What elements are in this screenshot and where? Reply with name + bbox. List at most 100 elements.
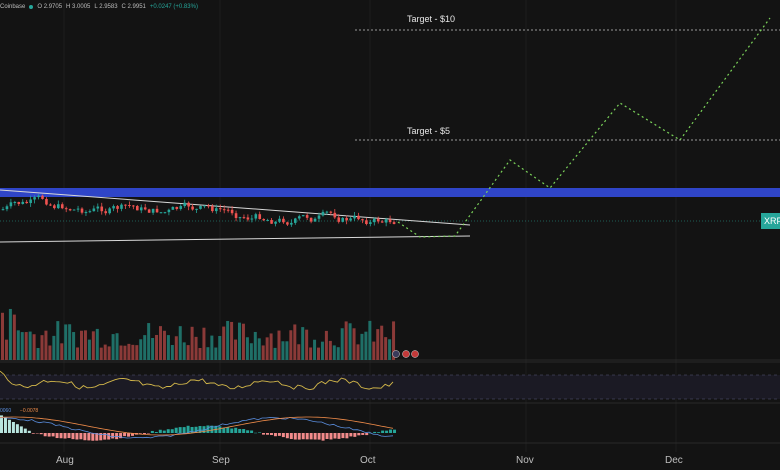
- candle-body: [68, 209, 72, 211]
- price-axis-tag[interactable]: XRP: [761, 213, 780, 229]
- volume-bar: [277, 330, 281, 360]
- macd-histogram-bar: [365, 433, 369, 436]
- volume-bar: [72, 332, 76, 360]
- macd-histogram-bar: [246, 430, 250, 433]
- macd-histogram-bar: [87, 433, 91, 441]
- macd-histogram-bar: [289, 433, 293, 440]
- volume-bar: [226, 320, 230, 360]
- macd-histogram-bar: [186, 425, 190, 433]
- ohlc-change: +0.0247 (+0.83%): [149, 4, 198, 10]
- macd-histogram-bar: [277, 433, 281, 436]
- macd-histogram-bar: [119, 433, 123, 439]
- macd-histogram-bar: [242, 429, 246, 433]
- volume-bar: [174, 336, 178, 360]
- volume-bar: [257, 338, 261, 360]
- macd-histogram-bar: [158, 429, 162, 433]
- volume-bar: [36, 347, 40, 360]
- candle-body: [116, 206, 119, 209]
- macd-histogram-bar: [321, 433, 325, 441]
- candle-body: [207, 205, 210, 207]
- volume-bar: [234, 339, 238, 360]
- macd-histogram-bar: [111, 433, 115, 439]
- macd-histogram-bar: [353, 433, 357, 437]
- volume-bar: [206, 347, 210, 360]
- macd-histogram-bar: [198, 426, 202, 433]
- candle-body: [88, 211, 92, 213]
- month-label-nov: Nov: [516, 455, 534, 466]
- target-10-label: Target - $10: [407, 14, 456, 24]
- event-marker-icon: [402, 350, 410, 358]
- volume-bar: [230, 321, 234, 360]
- candle-body: [60, 204, 64, 209]
- candle-body: [266, 220, 269, 222]
- macd-histogram-bar: [381, 430, 385, 433]
- macd-histogram-bar: [131, 433, 135, 436]
- candle-body: [128, 205, 131, 207]
- ohlc-close: C 2.9951: [121, 4, 146, 10]
- volume-bar: [127, 343, 131, 360]
- volume-bar: [297, 344, 301, 360]
- volume-bar: [68, 324, 72, 360]
- volume-bar: [123, 345, 127, 360]
- macd-histogram-bar: [325, 433, 329, 440]
- macd-histogram-bar: [19, 426, 23, 433]
- volume-bar: [269, 333, 273, 360]
- macd-histogram-bar: [349, 433, 353, 437]
- candle-body: [290, 222, 293, 225]
- macd-histogram-bar: [206, 425, 210, 433]
- volume-bar: [64, 324, 68, 360]
- ohlc-legend: Coinbase O 2.9705 H 3.0005 L 2.9583 C 2.…: [0, 0, 198, 14]
- candle-body: [108, 208, 111, 214]
- candle-body: [305, 215, 309, 218]
- volume-bar: [155, 334, 159, 360]
- macd-histogram-bar: [301, 433, 305, 440]
- candle-body: [270, 220, 273, 224]
- candle-body: [369, 222, 372, 224]
- candle-body: [301, 215, 305, 217]
- volume-bar: [210, 335, 214, 360]
- volume-bar: [293, 324, 297, 360]
- candle-body: [1, 209, 5, 211]
- candle-body: [282, 218, 285, 223]
- volume-bar: [4, 339, 8, 360]
- candle-body: [21, 201, 25, 204]
- volume-bar: [44, 330, 48, 360]
- volume-bar: [166, 335, 170, 360]
- volume-bar: [186, 345, 190, 360]
- event-marker-icon: [411, 350, 419, 358]
- volume-bar: [364, 331, 368, 360]
- candle-body: [218, 208, 222, 210]
- event-marker-icon: [392, 350, 400, 358]
- target-5-label: Target - $5: [407, 126, 451, 136]
- volume-bar: [80, 330, 83, 360]
- volume-bar: [245, 337, 249, 360]
- macd-line: [0, 416, 394, 439]
- volume-bar: [56, 321, 60, 360]
- candle-body: [136, 206, 139, 211]
- macd-histogram-bar: [297, 433, 301, 440]
- macd-histogram-bar: [138, 433, 142, 434]
- candle-body: [238, 217, 242, 219]
- volume-bar: [281, 341, 285, 360]
- candle-body: [9, 202, 13, 207]
- macd-histogram-bar: [345, 433, 349, 439]
- volume-bar: [305, 329, 309, 360]
- candle-body: [226, 209, 230, 211]
- candle-body: [147, 209, 151, 213]
- volume-bar: [336, 347, 340, 360]
- candle-body: [41, 195, 44, 199]
- volume-bar: [143, 335, 147, 360]
- candle-body: [215, 208, 218, 212]
- volume-bar: [16, 330, 20, 360]
- macd-histogram-bar: [190, 427, 194, 433]
- macd-histogram-bar: [309, 433, 313, 440]
- candle-body: [222, 209, 226, 211]
- macd-histogram-bar: [154, 431, 158, 433]
- resistance-band: [0, 188, 780, 197]
- volume-bar: [76, 347, 80, 360]
- macd-histogram-bar: [313, 433, 317, 440]
- candle-body: [242, 217, 246, 219]
- macd-histogram-bar: [194, 426, 198, 433]
